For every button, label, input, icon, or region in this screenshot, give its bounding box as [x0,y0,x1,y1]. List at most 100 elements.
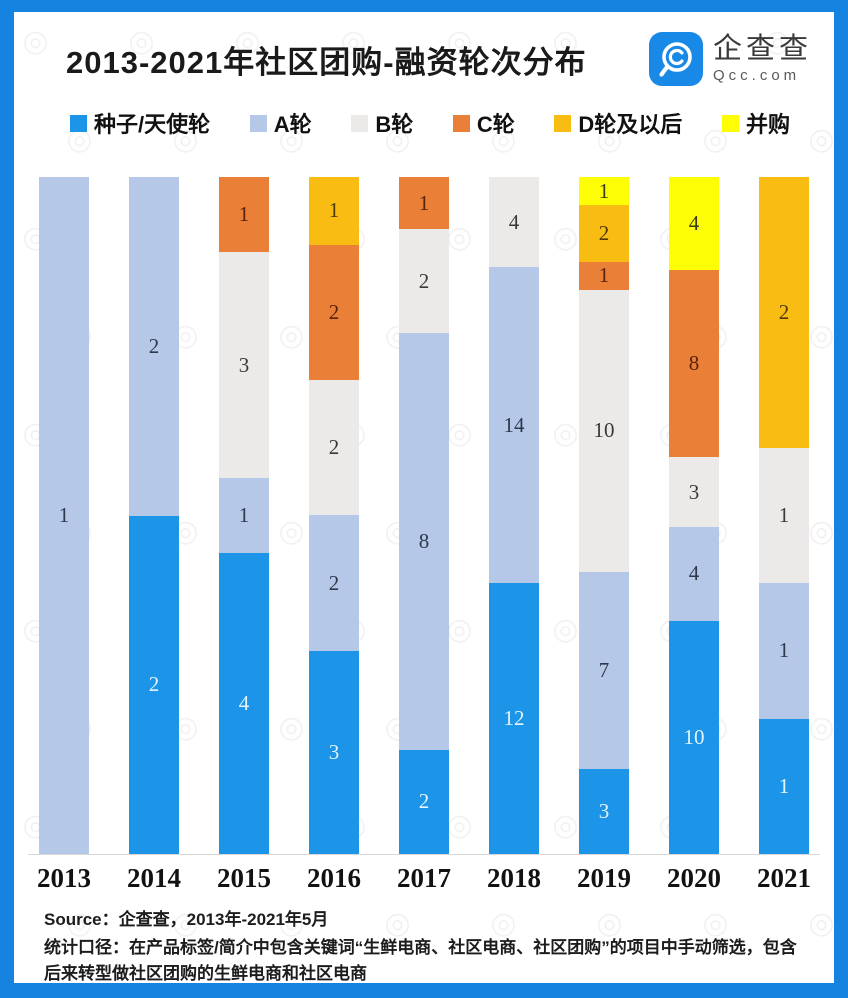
segment-value-label: 3 [328,739,340,764]
segment-value-label: 1 [58,503,70,527]
segment-value-label: 14 [503,412,525,437]
legend-swatch [249,114,267,132]
segment-value-label: 7 [598,658,610,683]
bar-2021: 2 1 1 1 [759,177,809,854]
legend-swatch [452,114,470,132]
bar-segment-2015-A轮: 1 [219,477,269,554]
bar-segment-2018-A轮: 14 [489,267,539,584]
segment-value-label: 2 [418,789,430,814]
bar-segment-2017-种子/天使轮: 2 [399,749,449,854]
segment-value-label: 4 [688,561,700,586]
segment-value-label: 1 [598,178,610,203]
bar-segment-2014-种子/天使轮: 2 [129,515,179,854]
legend-item-1: A轮 [249,107,312,139]
legend-label: D轮及以后 [578,112,683,137]
bar-segment-2019-A轮: 7 [579,571,629,770]
chart-panel: ◎ ◎ ◎ ◎ ◎ ◎ ◎ ◎ ◎ ◎ ◎ ◎ ◎ ◎ ◎ ◎ ◎ ◎ ◎ ◎ ◎ ◎ ◎ ◎ ◎ ◎ ◎ ◎ ◎ ◎ ◎ ◎ ◎ ◎ ◎ ◎ ◎ ◎ ◎ ◎… [14,12,834,983]
segment-value-label: 2 [598,220,610,245]
segment-value-label: 1 [598,263,610,288]
chart-legend: 种子/天使轮 A轮 B轮 C轮 D轮及以后 并购 [14,108,834,138]
bar-segment-2017-B轮: 2 [399,229,449,334]
segment-value-label: 4 [508,209,520,234]
x-axis-label-2016: 2016 [307,862,361,893]
bar-segment-2016-A轮: 2 [309,515,359,651]
bar-segment-2020-种子/天使轮: 10 [669,620,719,854]
footer: Source：企查查，2013年-2021年5月 统计口径：在产品标签/简介中包… [14,901,834,983]
bar-segment-2013-A轮: 1 [39,177,89,854]
legend-label: 种子/天使轮 [94,112,211,137]
x-axis-line [28,854,820,855]
bar-segment-2015-C轮: 1 [219,177,269,253]
caliber-note: 统计口径：在产品标签/简介中包含关键词“生鲜电商、社区电商、社区团购”的项目中手… [44,938,797,983]
bar-segment-2019-B轮: 10 [579,289,629,572]
segment-value-label: 10 [593,418,615,443]
segment-value-label: 1 [418,190,430,215]
qcc-logo-name: 企查查 [712,32,812,65]
x-axis-label-2013: 2013 [37,862,91,893]
bar-segment-2021-B轮: 1 [759,447,809,584]
legend-item-4: D轮及以后 [554,107,682,139]
bar-segment-2019-D轮及以后: 2 [579,205,629,262]
bar-segment-2020-并购: 4 [669,177,719,271]
bar-segment-2021-D轮及以后: 2 [759,177,809,448]
source-note: Source：企查查，2013年-2021年5月 [44,910,329,929]
bar-segment-2017-A轮: 8 [399,333,449,750]
segment-value-label: 1 [778,502,790,527]
segment-value-label: 10 [683,724,705,749]
chart-content: 2013-2021年社区团购-融资轮次分布 企查查 Qcc.com 种子/天使轮… [14,12,834,983]
bar-segment-2020-B轮: 3 [669,457,719,528]
x-axis-labels: 2013 2014 2015 2016 2017 2018 2019 2020 2021 [14,855,834,901]
bar-2016: 1 2 2 2 3 [309,177,359,854]
bar-segment-2018-种子/天使轮: 12 [489,583,539,854]
bar-segment-2016-B轮: 2 [309,380,359,516]
segment-value-label: 2 [148,333,160,358]
bar-segment-2021-种子/天使轮: 1 [759,718,809,854]
segment-value-label: 2 [418,268,430,293]
bar-segment-2020-C轮: 8 [669,270,719,458]
segment-value-label: 1 [778,773,790,798]
legend-swatch [351,114,369,132]
legend-label: B轮 [375,112,414,137]
bar-segment-2016-D轮及以后: 1 [309,177,359,245]
qcc-logo: 企查查 Qcc.com [648,32,812,86]
bar-2015: 1 3 1 4 [219,177,269,854]
segment-value-label: 1 [238,502,250,527]
segment-value-label: 2 [148,672,160,697]
bar-segment-2021-A轮: 1 [759,583,809,719]
bar-segment-2017-C轮: 1 [399,177,449,230]
segment-value-label: 12 [503,706,525,731]
segment-value-label: 1 [328,198,340,223]
legend-item-3: C轮 [452,107,515,139]
bar-segment-2015-B轮: 3 [219,252,269,478]
segment-value-label: 2 [328,570,340,595]
x-axis-label-2017: 2017 [397,862,451,893]
segment-value-label: 3 [238,352,250,377]
bar-2013: 1 [39,177,89,854]
bar-segment-2016-种子/天使轮: 3 [309,650,359,854]
segment-value-label: 2 [328,435,340,460]
segment-value-label: 4 [238,691,250,716]
bar-segment-2020-A轮: 4 [669,527,719,621]
bar-segment-2014-A轮: 2 [129,177,179,516]
legend-swatch [70,114,87,132]
segment-value-label: 1 [238,202,250,227]
segment-value-label: 2 [778,299,790,324]
bar-segment-2019-种子/天使轮: 3 [579,769,629,854]
bar-2020: 4 8 3 4 10 [669,177,719,854]
chart-bars: 1 2 2 1 3 1 4 1 2 2 2 3 1 2 8 2 4 14 12 1 2 1 10 7 3 4 8 3 4 10 2 1 1 1 [14,177,834,854]
header: 2013-2021年社区团购-融资轮次分布 企查查 Qcc.com [14,12,834,90]
legend-swatch [554,114,572,132]
qcc-logo-text: 企查查 Qcc.com [712,32,812,84]
bar-segment-2015-种子/天使轮: 4 [219,553,269,854]
bar-2018: 4 14 12 [489,177,539,854]
x-axis-label-2018: 2018 [487,862,541,893]
page-title: 2013-2021年社区团购-融资轮次分布 [66,44,587,80]
x-axis-label-2021: 2021 [757,862,811,893]
x-axis-label-2014: 2014 [127,862,181,893]
segment-value-label: 3 [598,799,610,824]
bar-2019: 1 2 1 10 7 3 [579,177,629,854]
legend-item-2: B轮 [351,107,413,139]
segment-value-label: 4 [688,211,700,236]
